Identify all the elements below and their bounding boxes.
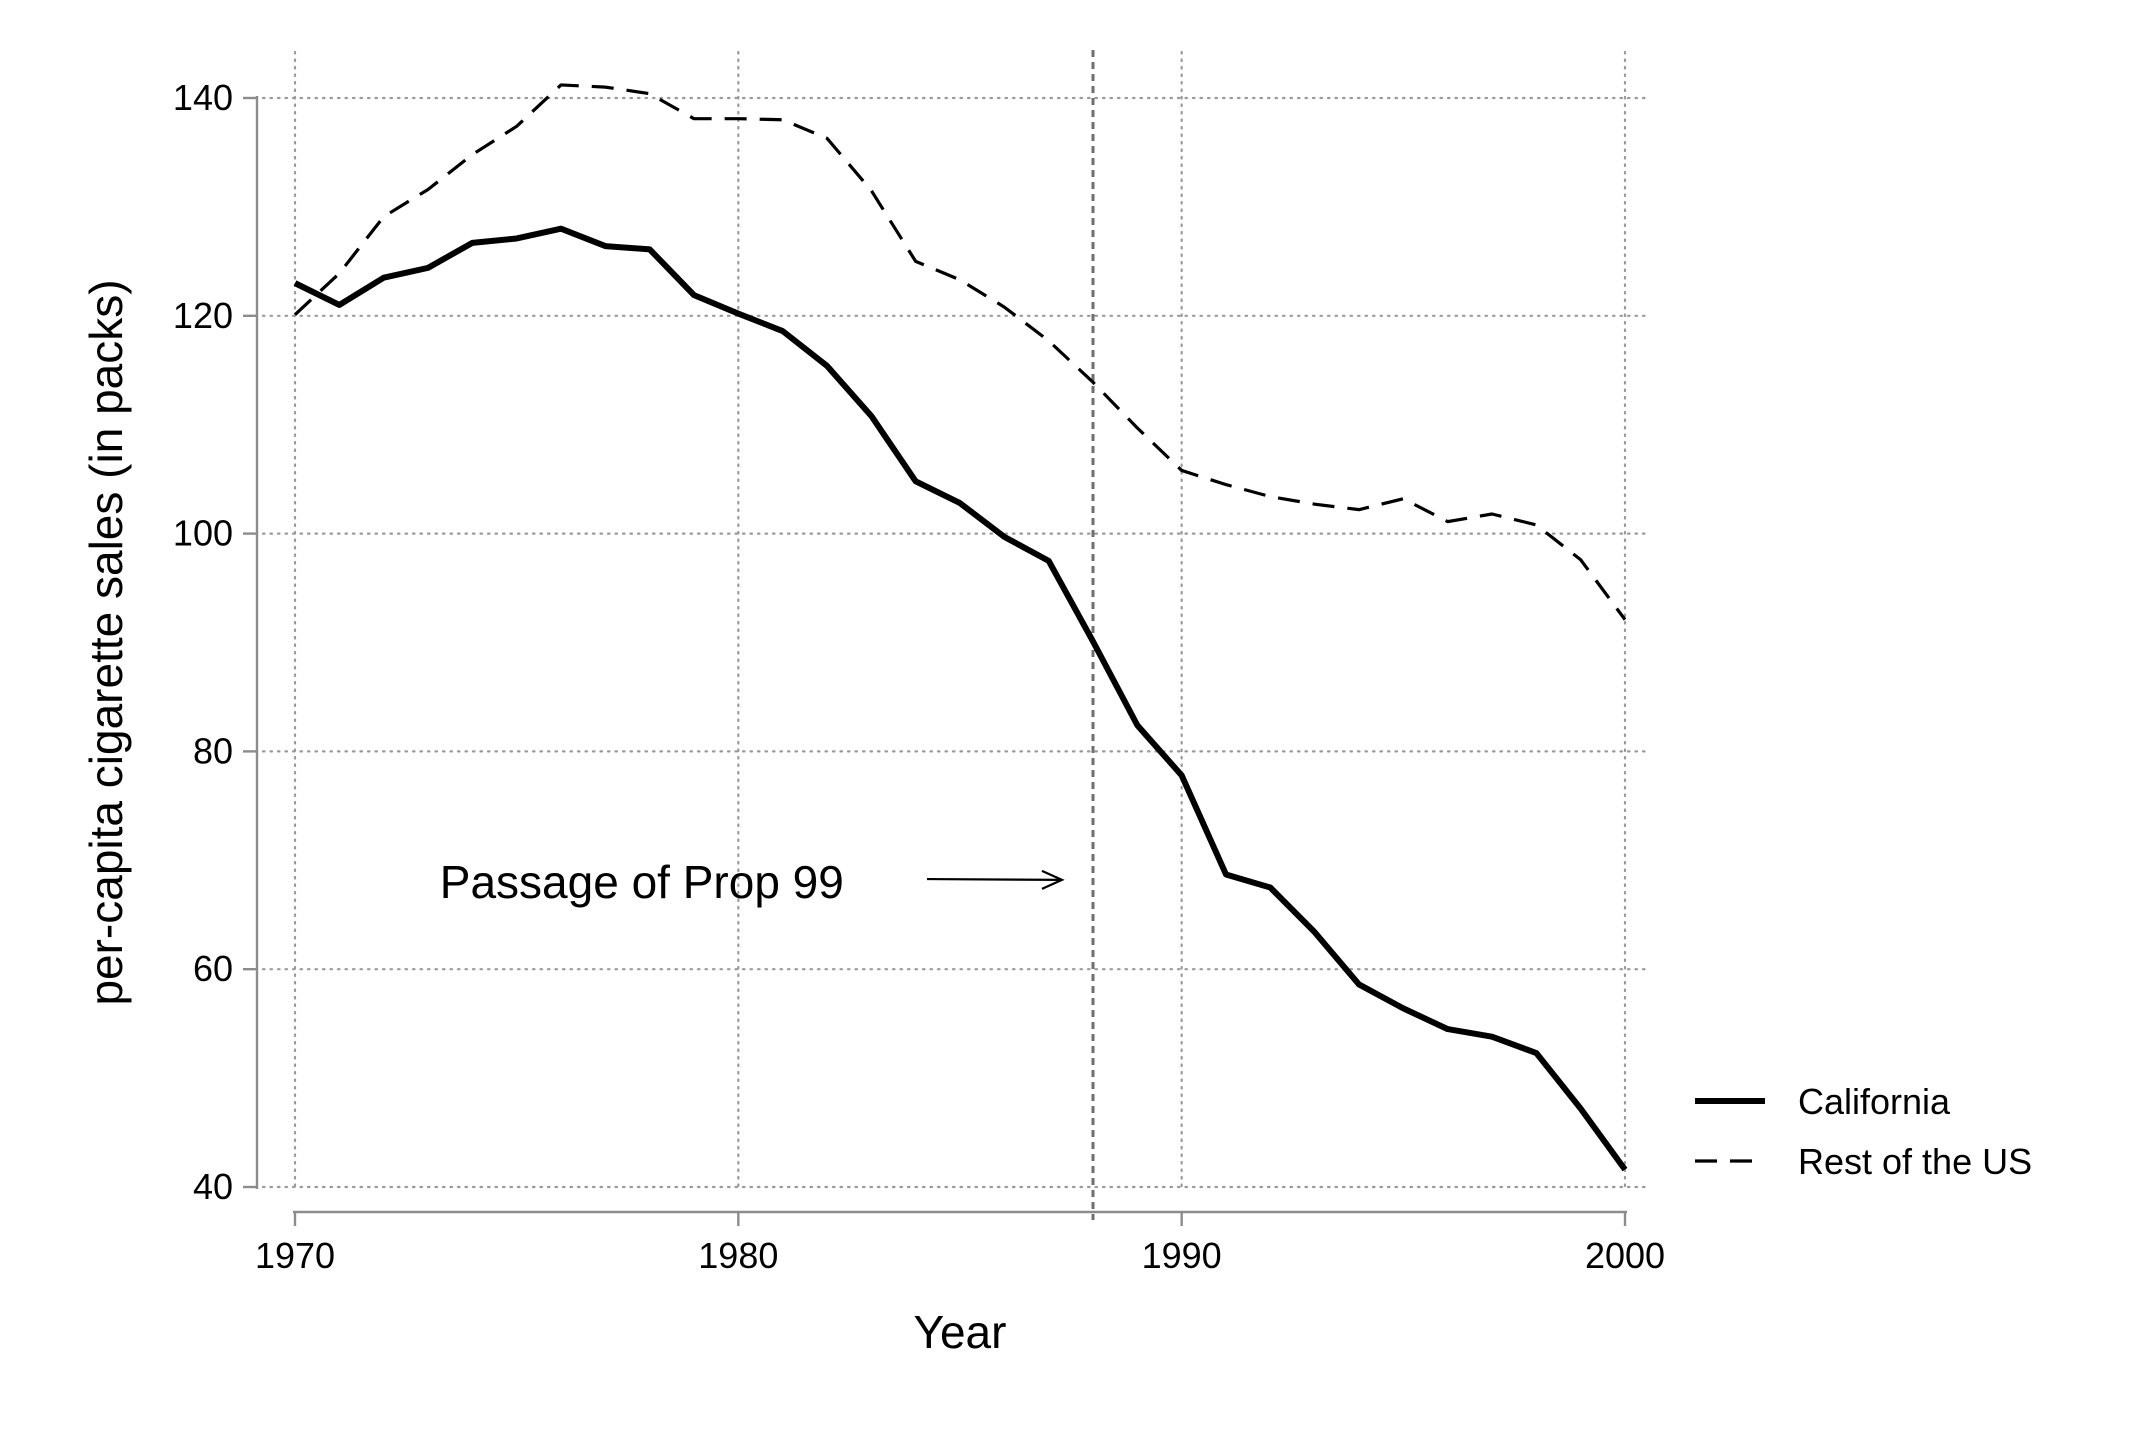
x-axis-title: Year <box>914 1306 1007 1358</box>
y-tick-label-80: 80 <box>193 730 233 771</box>
y-tick-label-40: 40 <box>193 1166 233 1207</box>
y-tick-label-120: 120 <box>173 295 233 336</box>
annotation-arrow-head <box>1041 869 1065 890</box>
x-tick-label-1980: 1980 <box>698 1235 778 1276</box>
x-tick-label-2000: 2000 <box>1585 1235 1665 1276</box>
annotation-label: Passage of Prop 99 <box>440 856 844 908</box>
axes: 40 60 80 100 120 140 1970 1980 1990 2000 Year per-c… <box>80 77 1665 1358</box>
legend: California Rest of the US <box>1695 1081 2032 1182</box>
series-line-california <box>293 225 1628 1172</box>
x-tick-label-1970: 1970 <box>255 1235 335 1276</box>
x-tick-label-1990: 1990 <box>1142 1235 1222 1276</box>
annotation-arrow-shaft <box>926 877 1062 882</box>
legend-label-california: California <box>1798 1081 1951 1122</box>
series-lines <box>293 83 1628 1172</box>
legend-label-rest-of-the-us: Rest of the US <box>1798 1141 2032 1182</box>
series-line-rest-of-the-us <box>293 83 1627 621</box>
gridlines <box>261 50 1650 1194</box>
y-tick-label-100: 100 <box>173 513 233 554</box>
y-tick-label-60: 60 <box>193 948 233 989</box>
annotations: Passage of Prop 99 <box>440 856 1065 908</box>
y-tick-label-140: 140 <box>173 77 233 118</box>
y-axis-title: per-capita cigarette sales (in packs) <box>80 279 132 1005</box>
